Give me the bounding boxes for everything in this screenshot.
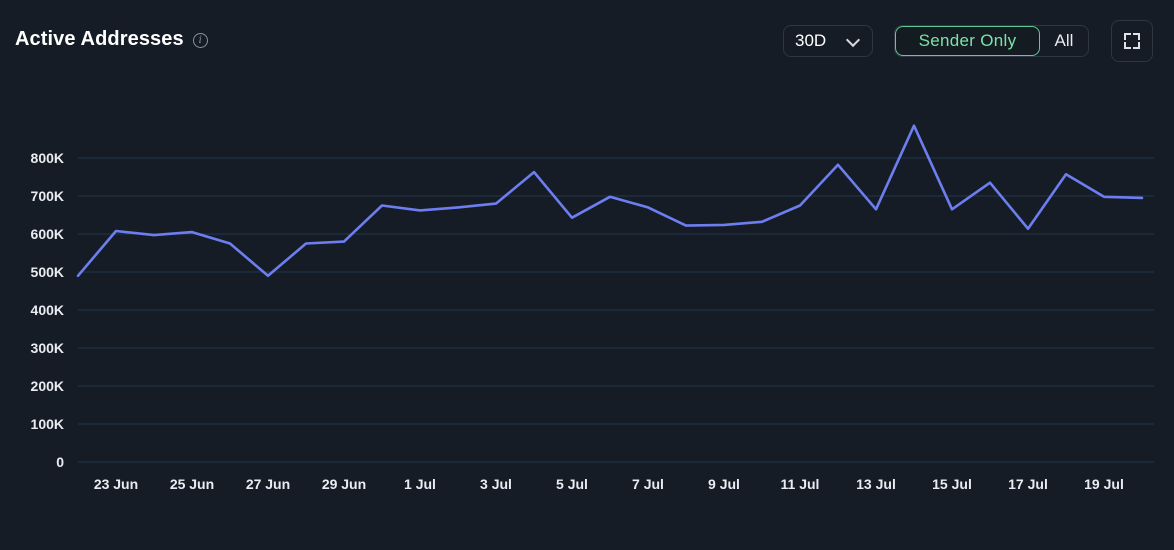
grid-lines — [78, 157, 1154, 463]
series — [76, 124, 1144, 278]
y-tick-label: 500K — [31, 264, 64, 280]
series-line — [76, 124, 1144, 278]
fullscreen-icon — [1124, 33, 1131, 40]
sender-only-toggle[interactable]: Sender Only — [895, 26, 1040, 56]
y-tick-label: 600K — [31, 226, 64, 242]
x-tick-label: 17 Jul — [1008, 476, 1048, 492]
x-tick-label: 13 Jul — [856, 476, 896, 492]
x-tick-label: 23 Jun — [94, 476, 138, 492]
x-tick-label: 1 Jul — [404, 476, 436, 492]
period-select-value: 30D — [795, 31, 827, 50]
x-tick-label: 3 Jul — [480, 476, 512, 492]
x-tick-label: 19 Jul — [1084, 476, 1124, 492]
x-tick-label: 7 Jul — [632, 476, 664, 492]
x-tick-label: 27 Jun — [246, 476, 290, 492]
y-tick-label: 0 — [56, 454, 64, 470]
y-tick-label: 100K — [31, 416, 64, 432]
x-tick-label: 9 Jul — [708, 476, 740, 492]
period-select[interactable]: 30D — [783, 25, 873, 57]
y-tick-label: 300K — [31, 340, 64, 356]
y-tick-label: 400K — [31, 302, 64, 318]
x-axis-ticks: 23 Jun 25 Jun 27 Jun 29 Jun 1 Jul 3 Jul 5 Jul 7… — [94, 476, 1124, 492]
y-axis-ticks: 0 100K 200K 300K 400K 500K 600K 700K 800K — [31, 150, 65, 470]
chart-title: Active Addresses — [15, 28, 184, 50]
y-tick-label: 700K — [31, 188, 64, 204]
info-icon[interactable]: i — [192, 33, 208, 48]
x-tick-label: 15 Jul — [932, 476, 972, 492]
x-tick-label: 25 Jun — [170, 476, 214, 492]
x-tick-label: 11 Jul — [781, 476, 820, 492]
x-tick-label: 5 Jul — [556, 476, 588, 492]
chart-header: Active Addresses i — [15, 28, 208, 51]
x-tick-label: 29 Jun — [322, 476, 366, 492]
sender-filter-toggle: Sender Only All — [894, 25, 1089, 57]
y-tick-label: 800K — [31, 150, 64, 166]
fullscreen-button[interactable] — [1111, 20, 1153, 62]
all-toggle[interactable]: All — [1054, 31, 1074, 50]
y-tick-label: 200K — [31, 378, 64, 394]
